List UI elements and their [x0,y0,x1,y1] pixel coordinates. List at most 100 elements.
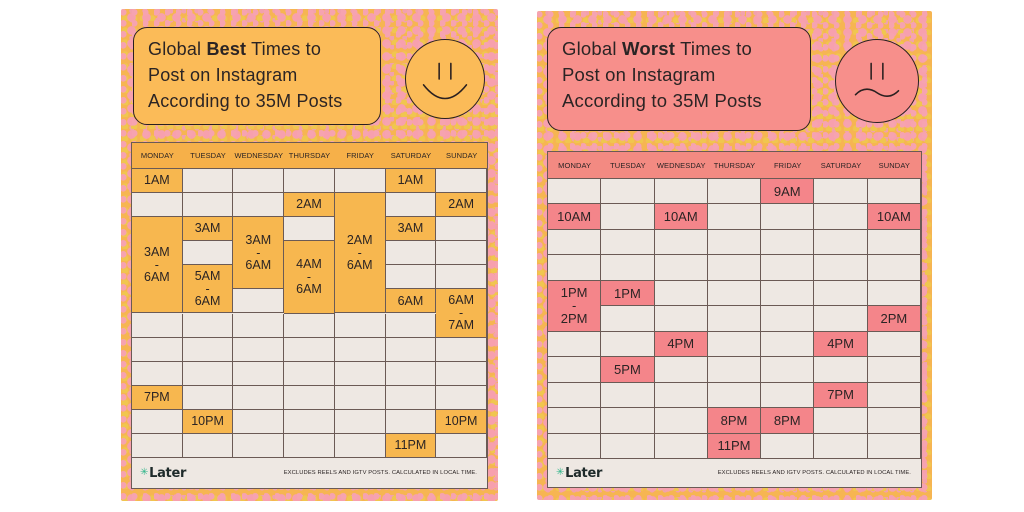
weekday-header: MONDAY TUESDAY WEDNESDAY THURSDAY FRIDAY SATU… [132,143,487,169]
empty-slot [334,361,386,386]
empty-slot [436,433,487,458]
weekday-label: FRIDAY [773,160,802,170]
title-text: Times to [675,38,752,59]
empty-slot [182,337,234,362]
empty-slot [233,361,285,386]
time-slot: 7PM [132,385,183,410]
empty-slot [132,193,183,218]
empty-slot [548,179,602,205]
empty-slot [132,433,183,458]
time-slot: 8PM [707,408,762,434]
empty-slot [548,331,602,358]
empty-slot [867,408,921,434]
empty-slot [814,179,868,205]
time-slot: 2AM - 6AM [334,193,386,314]
empty-slot [182,241,234,266]
empty-slot [132,361,183,386]
empty-slot [654,280,708,307]
title-line: According to 35M Posts [562,88,796,114]
frowning-face-icon [835,39,919,123]
weekday-label: WEDNESDAY [234,151,284,160]
time-slot: 10PM [182,409,234,434]
time-slot: 11PM [385,433,437,458]
empty-slot [601,408,655,434]
empty-slot [233,289,285,314]
poster-footer: ✳Later EXCLUDES REELS AND IGTV POSTS. CA… [548,459,921,487]
weekday-label: TUESDAY [190,151,226,160]
empty-slot [284,433,335,458]
title-text: According to 35M Posts [148,91,343,111]
empty-slot [814,280,868,307]
weekday-label: MONDAY [140,151,174,160]
empty-slot [385,385,437,410]
weekday-label: SATURDAY [820,160,862,170]
empty-slot [654,179,708,205]
empty-slot [436,385,487,410]
title-text: Post on Instagram [562,64,716,85]
empty-slot [436,169,487,194]
time-slot-cells: 1AM 1AM 2AM 2AM 3AM 3AM 3AM - 6AM 3AM - 6AM 2AM … [132,169,487,458]
empty-slot [233,313,285,338]
title-text: According to 35M Posts [562,90,762,111]
title-text: Global [148,39,207,59]
empty-slot [548,255,602,281]
empty-slot [601,179,655,205]
time-slot: 10AM [654,204,708,230]
empty-slot [867,280,921,307]
time-slot: 10AM [548,204,602,230]
time-slot: 5AM - 6AM [182,265,234,314]
weekday-label: WEDNESDAY [656,160,706,170]
time-slot: 10PM [436,409,487,434]
time-slot: 9AM [761,179,815,205]
empty-slot [761,331,815,358]
empty-slot [761,306,815,332]
empty-slot [233,409,285,434]
empty-slot [867,331,921,358]
empty-slot [867,179,921,205]
weekday-label: FRIDAY [346,151,374,160]
time-slot: 3AM - 6AM [233,217,285,290]
time-slot: 1AM [132,169,183,194]
empty-slot [654,357,708,383]
empty-slot [867,357,921,383]
time-slot: 11PM [707,433,762,459]
empty-slot [867,433,921,459]
empty-slot [601,331,655,358]
empty-slot [814,408,868,434]
empty-slot [761,433,815,459]
footnote: EXCLUDES REELS AND IGTV POSTS. CALCULATE… [717,470,911,476]
time-slot: 3AM - 6AM [132,217,183,314]
empty-slot [284,385,335,410]
weekday-label: THURSDAY [288,151,331,160]
empty-slot [654,433,708,459]
time-slot: 2AM [284,193,335,218]
time-slot: 3AM [385,217,437,242]
later-logo: ✳Later [140,465,187,481]
worst-times-poster: Global Worst Times to Post on Instagram Ac… [537,11,932,500]
empty-slot [182,385,234,410]
empty-slot [436,337,487,362]
time-slot: 6AM - 7AM [436,289,487,338]
empty-slot [601,229,655,256]
empty-slot [707,229,762,256]
empty-slot [601,204,655,230]
weekday-label: THURSDAY [713,160,756,170]
time-slot: 4PM [814,331,868,358]
best-times-poster: Global Best Times to Post on Instagram Acc… [121,9,498,501]
time-slot: 1AM [385,169,437,194]
empty-slot [761,204,815,230]
empty-slot [548,382,602,409]
weekday-label: SATURDAY [390,151,432,160]
title-line: Post on Instagram [562,62,796,88]
empty-slot [132,337,183,362]
later-logo: ✳Later [556,465,603,481]
empty-slot [707,331,762,358]
empty-slot [385,337,437,362]
empty-slot [654,229,708,256]
empty-slot [334,385,386,410]
empty-slot [601,382,655,409]
weekday-header: MONDAY TUESDAY WEDNESDAY THURSDAY FRIDAY SATU… [548,152,921,179]
poster-footer: ✳Later EXCLUDES REELS AND IGTV POSTS. CA… [132,458,487,488]
empty-slot [867,255,921,281]
empty-slot [761,280,815,307]
